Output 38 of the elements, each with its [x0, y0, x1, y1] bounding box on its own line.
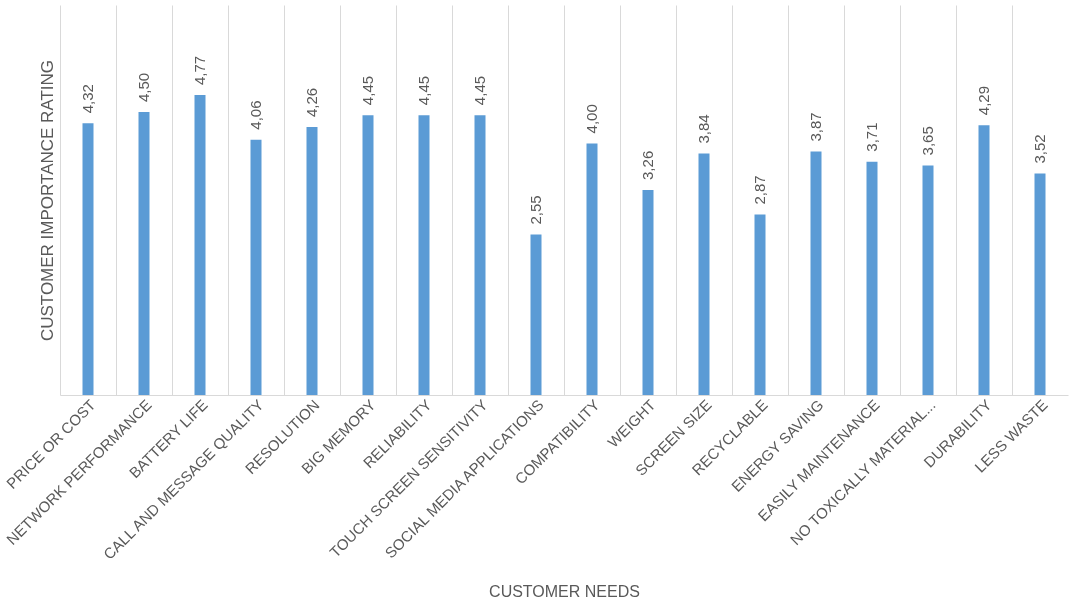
bar: [642, 189, 654, 395]
bar: [194, 95, 206, 395]
bar: [418, 115, 430, 395]
data-label: 3,65: [919, 126, 936, 156]
bar: [250, 139, 262, 395]
data-label: 4,06: [247, 100, 264, 130]
data-label: 4,50: [135, 72, 152, 102]
data-label: 4,45: [471, 75, 488, 106]
bar: [82, 123, 94, 395]
data-label: 3,26: [639, 150, 656, 180]
data-label: 3,71: [863, 122, 880, 152]
bar: [306, 127, 318, 395]
bar: [530, 234, 542, 395]
bar: [138, 111, 150, 395]
bar: [1034, 173, 1046, 395]
data-label: 2,55: [527, 195, 544, 225]
bar: [922, 165, 934, 395]
bar: [698, 153, 710, 395]
bar: [978, 125, 990, 395]
data-label: 4,45: [359, 75, 376, 106]
bar: [754, 214, 766, 395]
y-axis-title: CUSTOMER IMPORTANCE RATING: [37, 59, 57, 342]
data-label: 4,29: [975, 85, 992, 116]
bar: [810, 151, 822, 395]
x-axis-title: CUSTOMER NEEDS: [489, 582, 640, 600]
bar: [474, 115, 486, 395]
data-label: 4,26: [303, 87, 320, 118]
data-label: 2,87: [751, 175, 768, 205]
data-label: 3,87: [807, 112, 824, 142]
data-label: 4,32: [79, 84, 96, 114]
data-label: 3,52: [1031, 134, 1048, 164]
bar: [362, 115, 374, 395]
data-label: 4,00: [583, 104, 600, 134]
data-label: 4,77: [191, 55, 208, 85]
data-label: 3,84: [695, 114, 712, 144]
bar: [586, 143, 598, 395]
data-label: 4,45: [415, 75, 432, 106]
bar: [866, 161, 878, 395]
